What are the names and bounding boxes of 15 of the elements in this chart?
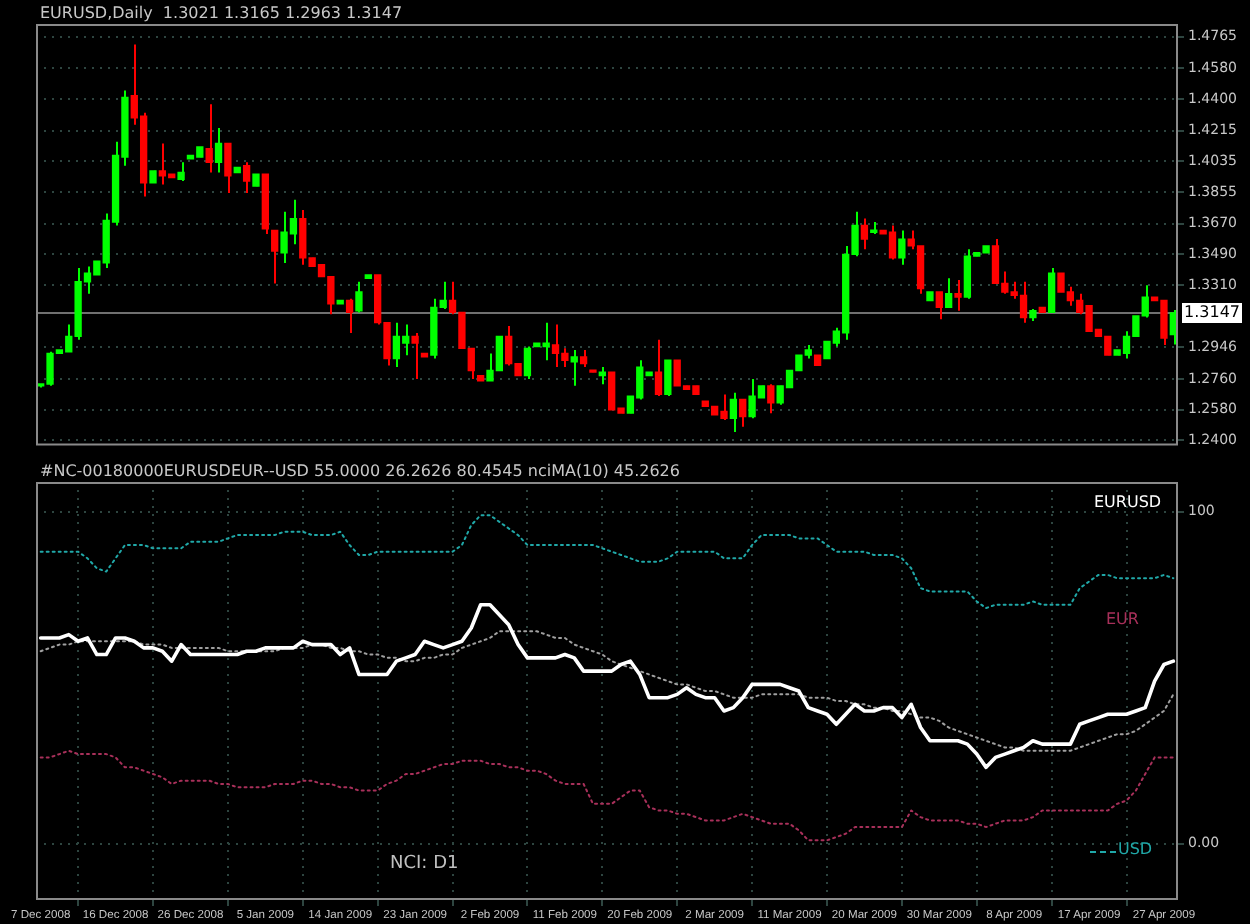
text: EUR bbox=[1106, 610, 1140, 629]
candlestick bbox=[926, 291, 934, 302]
chart-title: EURUSD,Daily 1.3021 1.3165 1.2963 1.3147 bbox=[40, 4, 403, 23]
line-series bbox=[39, 749, 1175, 842]
legend-label: USD bbox=[1118, 840, 1153, 859]
line-series bbox=[39, 514, 1175, 610]
text: EURUSD bbox=[1094, 493, 1162, 512]
candlestick bbox=[233, 166, 241, 174]
candlestick bbox=[186, 154, 195, 160]
candlestick bbox=[813, 354, 822, 367]
chart-title: #NC-00180000EURUSDEUR--USD 55.0000 26.2626 80.4545 nciMA(10) 45.2626 bbox=[40, 462, 680, 481]
annotation: NCI: D1 bbox=[390, 854, 459, 875]
candlestick bbox=[1038, 306, 1046, 314]
line-series bbox=[39, 630, 1175, 752]
ref-line-label: 1.3147 bbox=[1184, 303, 1240, 322]
